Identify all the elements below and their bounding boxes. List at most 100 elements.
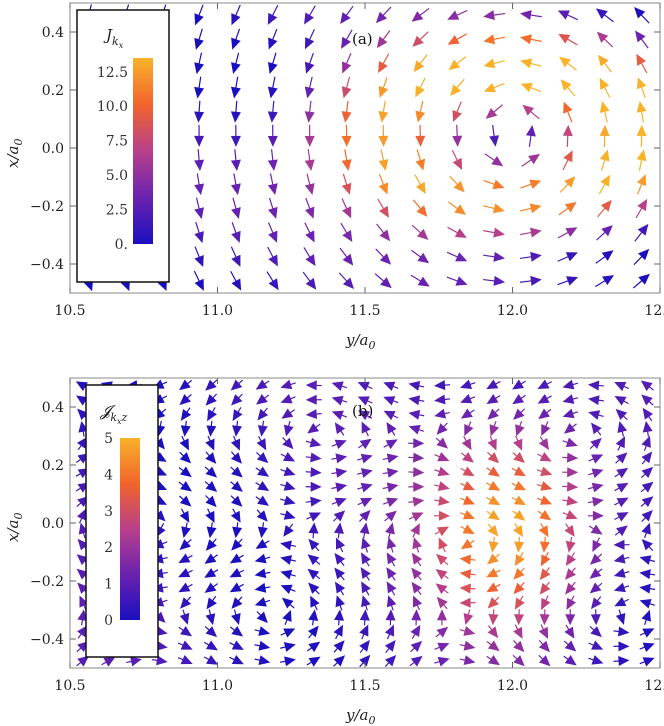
vector-arrow	[641, 510, 653, 522]
vector-arrow	[599, 149, 610, 171]
vector-arrow	[360, 552, 371, 567]
vector-arrow	[255, 495, 270, 506]
vector-arrow	[77, 508, 87, 524]
vector-arrow	[76, 655, 90, 667]
vector-arrow	[635, 198, 648, 219]
vector-arrow	[280, 481, 296, 491]
vector-arrow	[537, 509, 552, 521]
vector-arrow	[230, 435, 241, 451]
vector-arrow	[331, 482, 348, 493]
vector-arrow	[177, 655, 193, 665]
vector-arrow	[375, 6, 392, 24]
vector-arrow	[639, 657, 655, 667]
vector-arrow	[538, 523, 549, 538]
vector-arrow	[333, 522, 344, 539]
vector-arrow	[205, 538, 217, 551]
vector-arrow	[514, 536, 525, 553]
vector-arrow	[412, 595, 423, 611]
vector-arrow	[386, 595, 397, 611]
vector-arrow	[557, 10, 579, 21]
vector-arrow	[338, 272, 354, 290]
vector-arrow	[617, 421, 628, 437]
vector-arrow	[459, 640, 476, 651]
vector-arrow	[281, 597, 295, 609]
vector-arrow	[520, 203, 542, 214]
axis-ticks-a: 10.5 11.0 11.5 12.0 12.5 0.4 0.2 0.0 −0.2 −0.4	[30, 3, 664, 319]
vector-arrow	[204, 553, 219, 564]
vector-arrow	[614, 497, 629, 508]
vector-arrow	[411, 567, 423, 581]
vector-arrow	[538, 639, 550, 653]
vector-arrow	[641, 539, 654, 551]
vector-arrow	[599, 101, 610, 123]
vector-arrow	[194, 197, 204, 220]
vector-arrow	[565, 536, 576, 553]
vector-arrow	[339, 247, 354, 266]
vector-arrow	[459, 554, 476, 565]
vector-arrow	[640, 481, 654, 493]
y-tick-label: −0.4	[30, 257, 64, 273]
vector-arrow	[436, 596, 448, 610]
vector-arrow	[486, 480, 501, 491]
vector-arrow	[563, 640, 577, 652]
vector-arrow	[639, 569, 656, 580]
vector-arrow	[411, 609, 422, 626]
vector-arrow	[434, 452, 450, 462]
vector-arrow	[341, 29, 353, 49]
vector-arrow	[563, 101, 573, 123]
vector-arrow	[639, 555, 656, 565]
vector-arrow	[536, 481, 553, 491]
vector-arrow	[361, 421, 371, 437]
vector-arrow	[204, 481, 218, 493]
vector-arrow	[615, 452, 628, 464]
vector-arrow	[180, 420, 191, 437]
vector-arrow	[304, 222, 315, 243]
vector-arrow	[340, 222, 353, 242]
vector-arrow	[305, 452, 322, 463]
legend-box-a	[76, 9, 170, 283]
vector-arrow	[206, 420, 217, 437]
vector-arrow	[587, 395, 604, 406]
vector-arrow	[486, 654, 500, 666]
vector-arrow	[520, 179, 542, 190]
vector-arrow	[487, 625, 499, 639]
colorbar-tick-label: 4	[104, 467, 113, 483]
colorbar-b	[120, 438, 140, 620]
vector-arrow	[331, 497, 347, 508]
vector-arrow	[231, 538, 243, 551]
vector-arrow	[434, 656, 450, 667]
vector-arrow	[257, 407, 269, 421]
vector-arrow	[384, 640, 396, 653]
y-tick-label: 0.0	[42, 141, 64, 157]
vector-arrow	[307, 625, 319, 639]
vector-arrow	[254, 597, 271, 607]
vector-arrow	[588, 468, 604, 478]
vector-arrow	[410, 640, 423, 653]
vector-arrow	[559, 176, 576, 193]
vector-arrow	[613, 641, 630, 652]
vector-arrow	[412, 199, 428, 217]
vector-arrow	[613, 568, 630, 578]
vector-arrow	[566, 595, 577, 610]
vector-arrow	[205, 508, 215, 523]
vector-arrow	[282, 609, 292, 625]
y-tick-label: 0.2	[42, 458, 64, 474]
vector-arrow	[101, 656, 116, 667]
vector-arrow	[308, 582, 320, 595]
vector-arrow	[357, 497, 373, 508]
vector-arrow	[331, 395, 348, 406]
vector-arrow	[559, 56, 577, 71]
vector-arrow	[434, 466, 450, 477]
vector-arrow	[587, 380, 604, 391]
vector-arrow	[333, 624, 344, 640]
vector-arrow	[411, 249, 430, 264]
vector-arrow	[413, 54, 428, 73]
vector-arrow	[179, 609, 190, 625]
x-tick-label: 12.5	[644, 678, 664, 694]
vector-arrow	[256, 509, 268, 522]
vector-arrow	[357, 396, 373, 406]
vector-arrow	[483, 10, 506, 21]
vector-arrow	[357, 468, 373, 478]
vector-arrow	[230, 451, 242, 464]
vector-arrow	[562, 510, 578, 520]
